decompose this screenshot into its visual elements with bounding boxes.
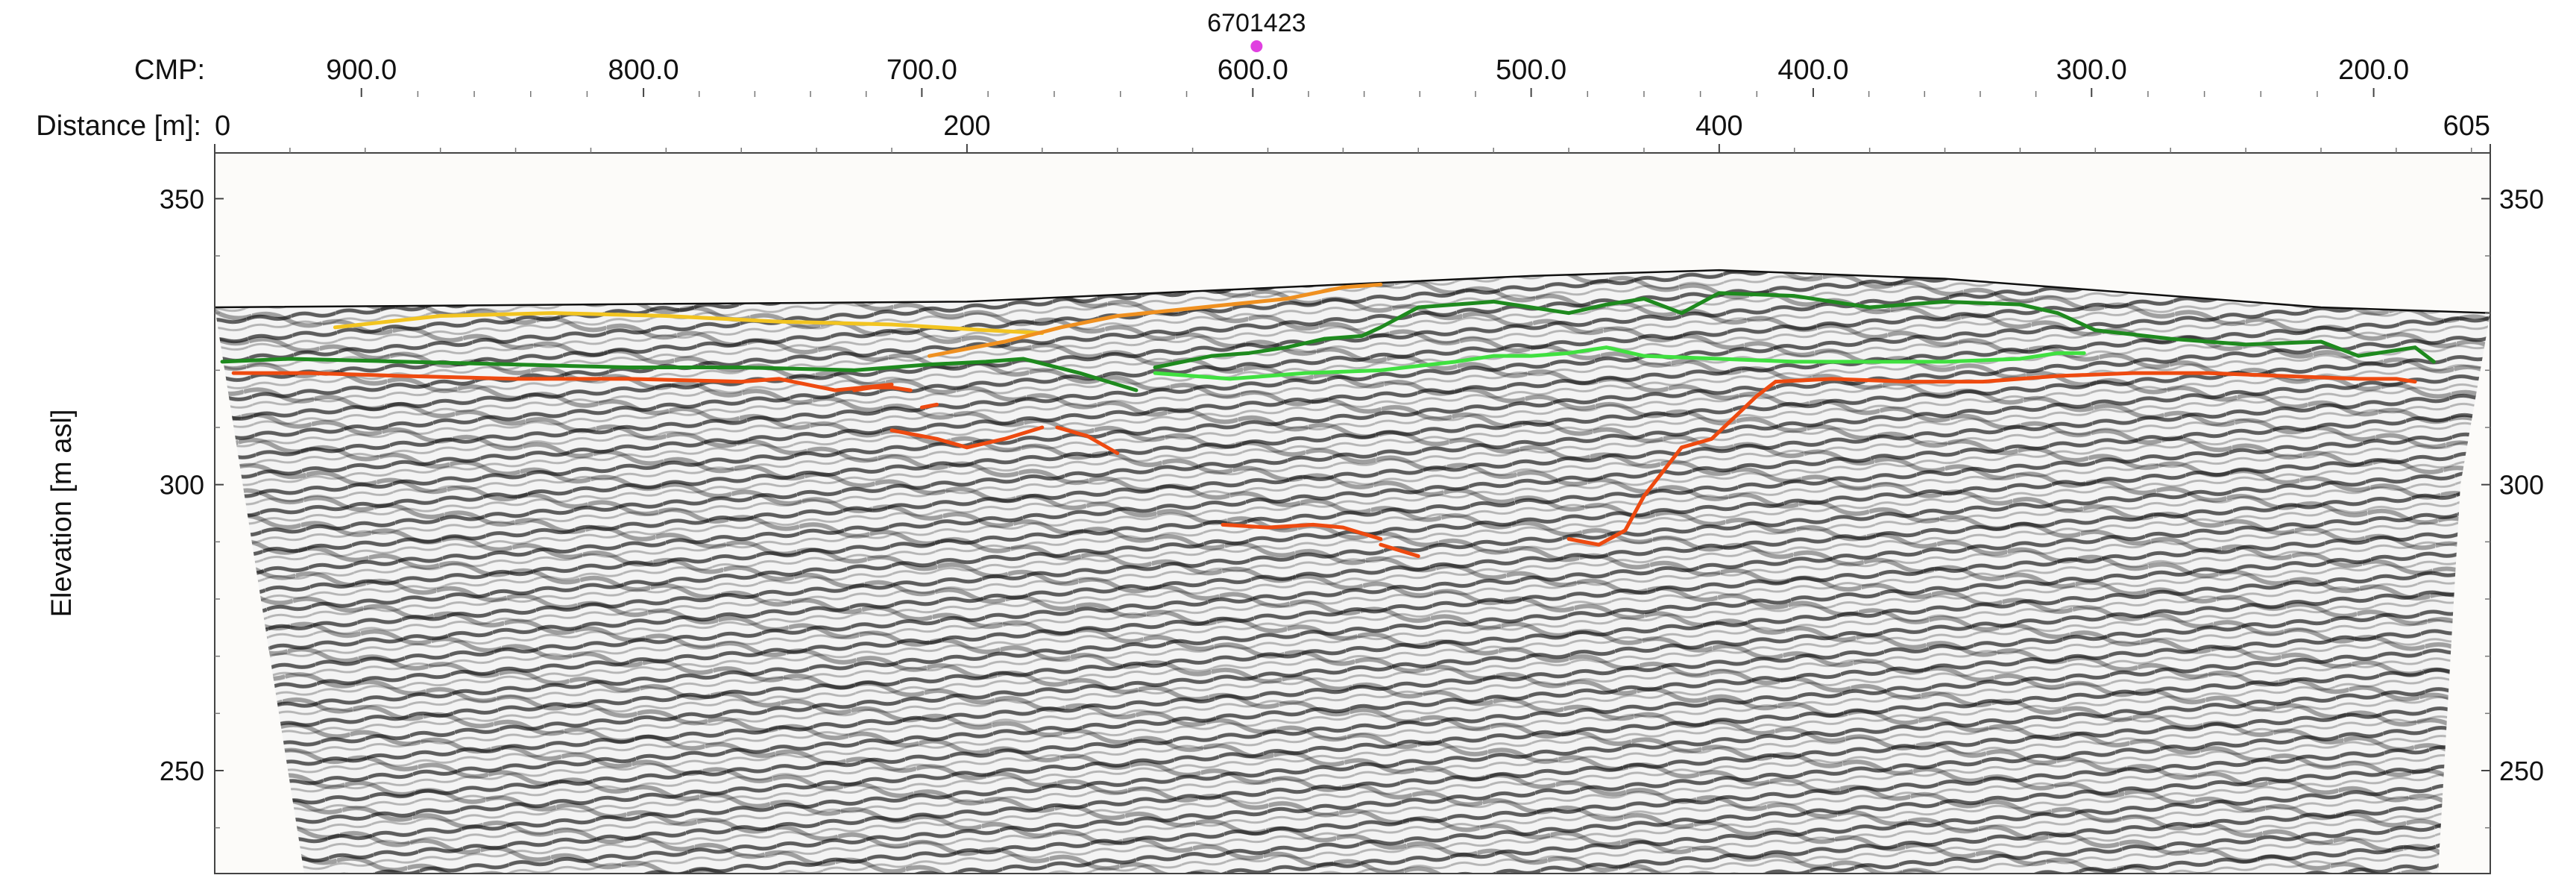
x-tick-label: 0 [215, 110, 230, 142]
horizon-line-3 [220, 357, 1139, 392]
cmp-tick-label: 800.0 [608, 54, 679, 86]
distance-axis: 0 200 400 605 [214, 110, 2491, 153]
x-tick-label: 200 [943, 110, 990, 142]
horizon-line-10 [1055, 425, 1120, 455]
cmp-axis-label: CMP: [134, 54, 205, 86]
well-marker-dot [1250, 40, 1263, 52]
cmp-tick-label: 900.0 [326, 54, 397, 86]
y-tick-label-left: 300 [160, 470, 204, 501]
horizon-line-14 [1774, 371, 2417, 384]
y-tick-label-left: 250 [160, 756, 204, 786]
horizon-line-9 [889, 425, 1045, 450]
horizon-line-11 [1221, 522, 1383, 541]
seismic-fill-overlay [215, 270, 2490, 874]
horizon-line-7 [852, 385, 913, 392]
y-axis-right: 350 300 250 [2481, 184, 2544, 829]
x-tick-label: 400 [1695, 110, 1742, 142]
plot-frame [214, 152, 2491, 874]
horizon-line-4 [1153, 291, 2436, 369]
x-axis-label: Distance [m]: [36, 110, 201, 142]
x-tick-label: 605 [2443, 110, 2490, 142]
cmp-tick-label: 600.0 [1218, 54, 1288, 86]
top-axes: CMP: Distance [m]: 900.0 800.0 700.0 600.0 5… [36, 54, 2491, 153]
y-tick-label-right: 350 [2499, 184, 2544, 214]
ground-surface-line [214, 269, 2491, 314]
horizon-line-2 [927, 282, 1383, 358]
seismic-image [215, 270, 2490, 874]
cmp-tick-label: 500.0 [1496, 54, 1566, 86]
horizon-line-6 [231, 371, 894, 392]
horizon-line-1 [333, 311, 1045, 335]
surface-line [214, 269, 2491, 314]
cmp-tick-label: 700.0 [887, 54, 957, 86]
cmp-tick-label: 200.0 [2338, 54, 2409, 86]
well-marker-label: 6701423 [1207, 9, 1306, 37]
horizon-line-13 [1566, 380, 1778, 547]
y-tick-label-right: 300 [2499, 470, 2544, 501]
cmp-axis: 900.0 800.0 700.0 600.0 500.0 400.0 300.0 200.0 [326, 54, 2409, 97]
cmp-tick-label: 400.0 [1777, 54, 1848, 86]
horizon-line-8 [919, 402, 939, 410]
y-tick-label-right: 250 [2499, 756, 2544, 786]
horizon-line-12 [1379, 542, 1420, 558]
horizon-line-5 [1153, 345, 2086, 381]
y-tick-label-left: 350 [160, 184, 204, 214]
well-marker: 6701423 [1207, 9, 1306, 52]
y-axis-left: 350 300 250 [160, 184, 224, 829]
interpreted-horizons [220, 282, 2436, 558]
cmp-tick-label: 300.0 [2056, 54, 2127, 86]
y-axis-label: Elevation [m asl] [46, 410, 78, 618]
